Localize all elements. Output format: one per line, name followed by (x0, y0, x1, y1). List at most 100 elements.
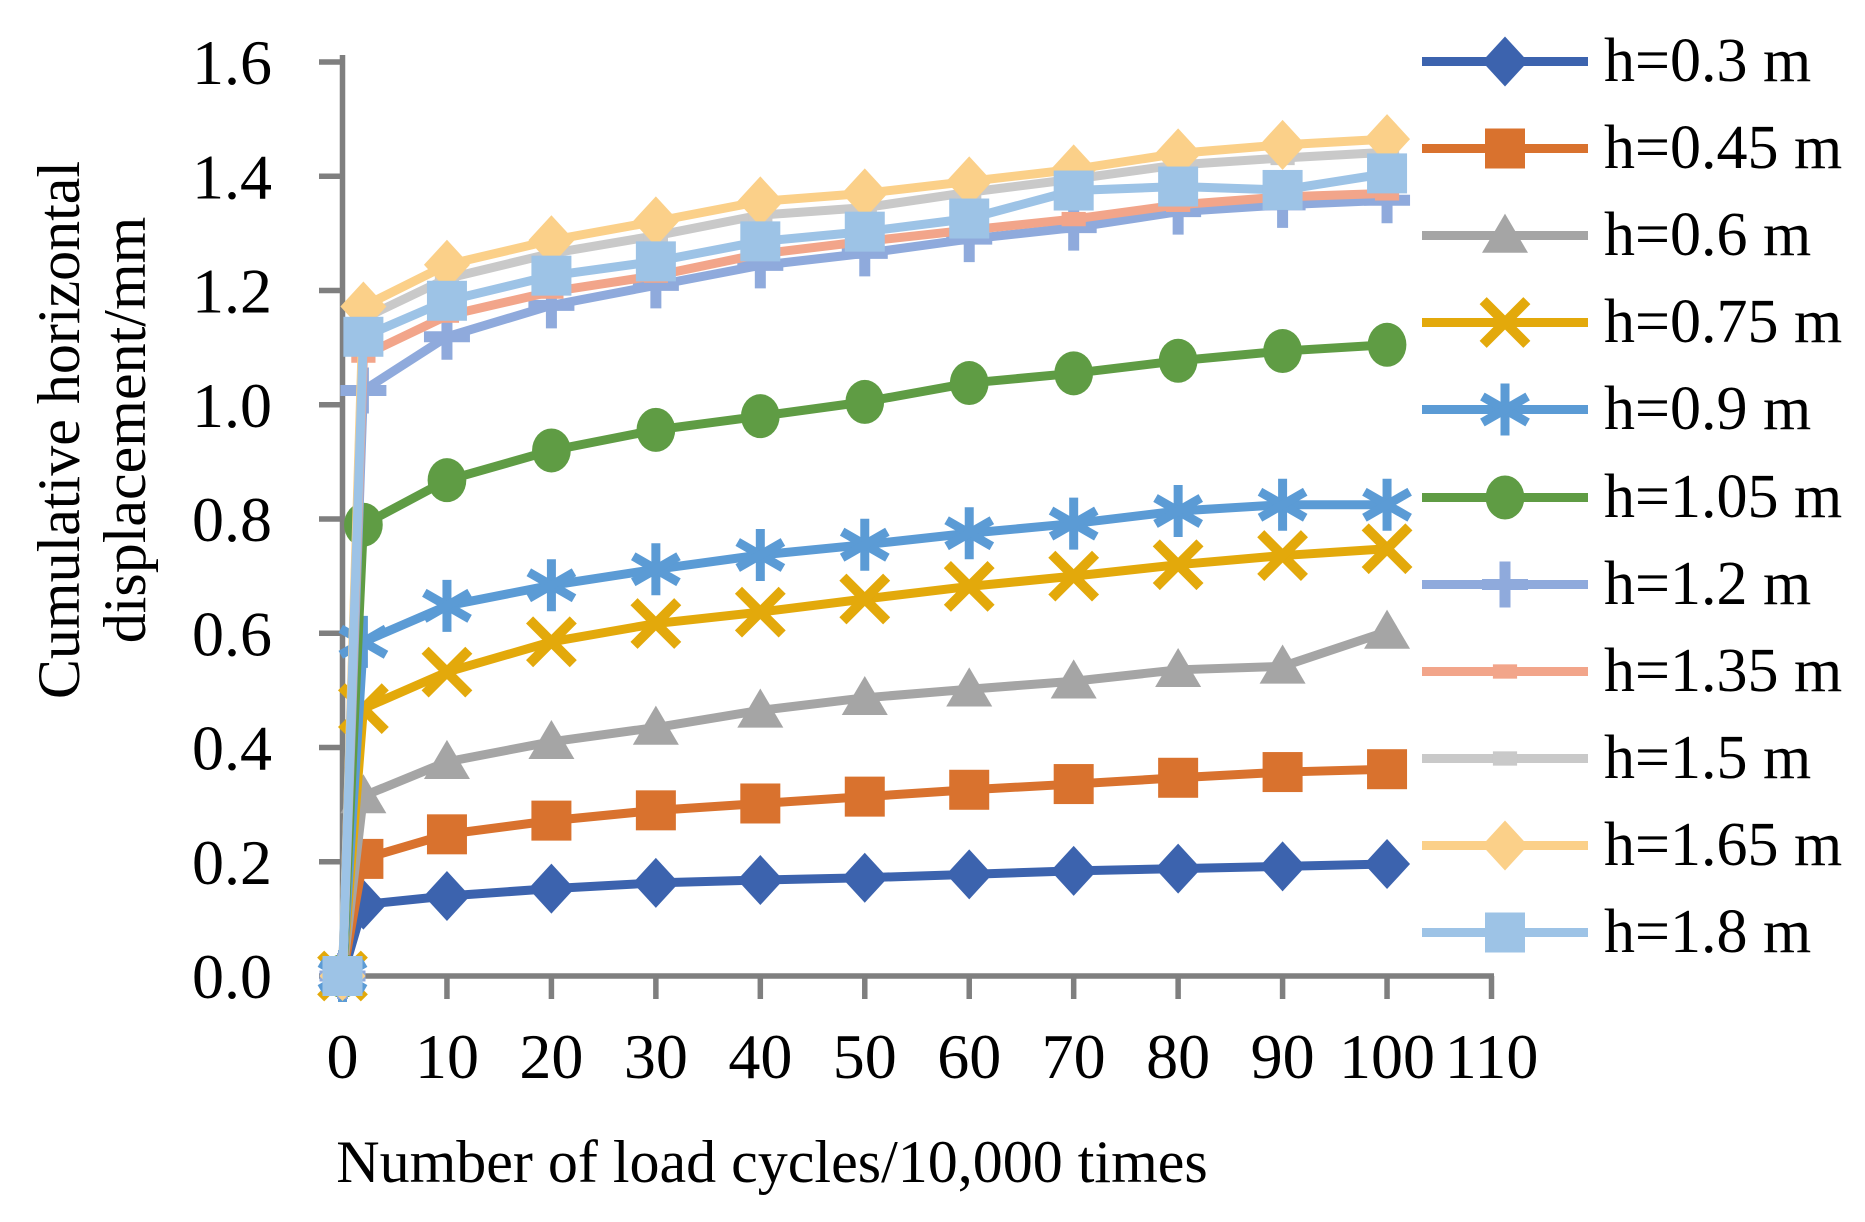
x-tick-label: 10 (415, 1021, 479, 1092)
square-marker-icon (1158, 166, 1199, 207)
legend-key (1422, 664, 1588, 679)
diamond-marker-icon (737, 855, 784, 906)
legend-item-h=1.35m: h=1.35 m (1420, 628, 1842, 715)
legend-label: h=0.6 m (1604, 201, 1812, 270)
y-tick-label: 1.4 (192, 141, 272, 212)
triangle-marker-icon (528, 719, 575, 760)
asterisk-marker-icon (631, 552, 681, 587)
legend-item-h=1.2m: h=1.2 m (1420, 541, 1842, 628)
x-marker-icon (1048, 550, 1100, 602)
y-axis-title-line1: Cumulative horizontal (26, 160, 92, 700)
legend-label: h=1.5 m (1604, 723, 1812, 792)
diamond-marker-icon (423, 239, 470, 290)
triangle-marker-icon (737, 688, 784, 728)
asterisk-marker-icon (735, 538, 786, 572)
square-marker-icon (635, 790, 676, 831)
square-marker-icon (1262, 752, 1303, 793)
diamond-marker-icon (528, 863, 575, 914)
square-marker-icon (426, 814, 467, 855)
diamond-marker-icon (1364, 114, 1411, 165)
legend-item-h=1.5m: h=1.5 m (1420, 715, 1842, 802)
diamond-marker-icon (946, 156, 993, 207)
legend-label: h=0.75 m (1604, 288, 1843, 357)
square-marker-icon (322, 956, 363, 996)
x-marker-icon (630, 598, 682, 649)
legend-key (1422, 561, 1588, 608)
series-line (338, 500, 1388, 977)
square-marker-icon (1367, 749, 1408, 790)
square-marker-icon (949, 769, 990, 810)
square-marker-icon (531, 255, 572, 296)
legend-key (1422, 128, 1588, 169)
diamond-marker-icon (423, 871, 470, 922)
x-tick-label: 0 (327, 1021, 359, 1092)
square-marker-icon (1367, 153, 1408, 194)
circle-marker-icon (1158, 338, 1198, 383)
series-h=0.45m (322, 749, 1408, 996)
x-axis-title: Number of load cycles/10,000 times (336, 1129, 1208, 1195)
dash-marker-icon (1492, 664, 1518, 679)
circle-marker-icon (636, 407, 676, 452)
diamond-marker-icon (1259, 841, 1306, 892)
tick-labels: 0.0 0.2 0.4 0.6 0.8 1.0 1.2 1.4 1.6 0 10 20 30 40 50 60… (192, 27, 1538, 1092)
diamond-marker-icon (946, 849, 993, 900)
legend-item-h=1.65m: h=1.65 m (1420, 802, 1842, 889)
legend-item-h=1.05m: h=1.05 m (1420, 453, 1842, 540)
x-marker-icon (1361, 523, 1413, 575)
asterisk-marker-icon (944, 516, 995, 551)
legend-key (1422, 912, 1588, 953)
diamond-marker-icon (1482, 36, 1528, 87)
x-tick-label: 30 (624, 1021, 688, 1092)
diamond-marker-icon (737, 176, 784, 227)
circle-marker-icon (949, 361, 989, 406)
circle-marker-icon (427, 458, 467, 503)
diamond-marker-icon (841, 852, 888, 903)
diamond-marker-icon (1050, 845, 1097, 896)
legend-key (1422, 213, 1588, 253)
series-h=0.9m (317, 478, 1412, 1002)
legend-label: h=1.2 m (1604, 549, 1812, 618)
diamond-marker-icon (528, 215, 575, 266)
legend-label: h=1.8 m (1604, 897, 1812, 966)
asterisk-marker-icon (1048, 506, 1099, 541)
circle-marker-icon (1485, 475, 1525, 520)
diamond-marker-icon (1155, 128, 1202, 179)
diamond-marker-icon (1482, 820, 1528, 871)
asterisk-marker-icon (1480, 393, 1530, 427)
x-tick-label: 60 (937, 1021, 1001, 1092)
legend-key (1422, 751, 1588, 766)
triangle-marker-icon (841, 675, 888, 716)
legend-item-h=0.3m: h=0.3 m (1420, 18, 1842, 105)
triangle-marker-icon (1155, 647, 1202, 688)
square-marker-icon (1053, 170, 1094, 211)
legend-key (1422, 475, 1588, 520)
diamond-marker-icon (841, 168, 888, 219)
y-tick-label: 0.0 (192, 941, 272, 1012)
x-tick-label: 90 (1251, 1021, 1315, 1092)
legend-key (1422, 297, 1588, 349)
legend-item-h=0.75m: h=0.75 m (1420, 279, 1842, 366)
y-tick-label: 0.2 (192, 827, 272, 898)
circle-marker-icon (1054, 351, 1094, 396)
circle-marker-icon (532, 428, 571, 473)
x-marker-icon (421, 646, 473, 698)
legend-item-h=1.8m: h=1.8 m (1420, 889, 1842, 976)
x-marker-icon (1152, 539, 1204, 591)
diamond-marker-icon (1364, 839, 1411, 890)
asterisk-marker-icon (1153, 494, 1203, 528)
diamond-marker-icon (632, 857, 679, 908)
triangle-marker-icon (632, 705, 679, 745)
triangle-marker-icon (1050, 659, 1097, 699)
series-h=1.65m (319, 114, 1411, 1001)
series-h=0.6m (319, 609, 1411, 994)
square-marker-icon (1262, 169, 1303, 210)
legend: h=0.3 m h=0.45 m h=0.6 m h=0.75 m h=0.9 m h=1… (1420, 18, 1842, 976)
x-tick-label: 80 (1146, 1021, 1210, 1092)
square-marker-icon (1485, 128, 1525, 169)
x-marker-icon (734, 586, 786, 638)
square-marker-icon (343, 316, 384, 357)
triangle-marker-icon (946, 667, 993, 707)
square-marker-icon (1485, 912, 1525, 953)
triangle-marker-icon (1364, 609, 1411, 649)
asterisk-marker-icon (1362, 487, 1412, 522)
